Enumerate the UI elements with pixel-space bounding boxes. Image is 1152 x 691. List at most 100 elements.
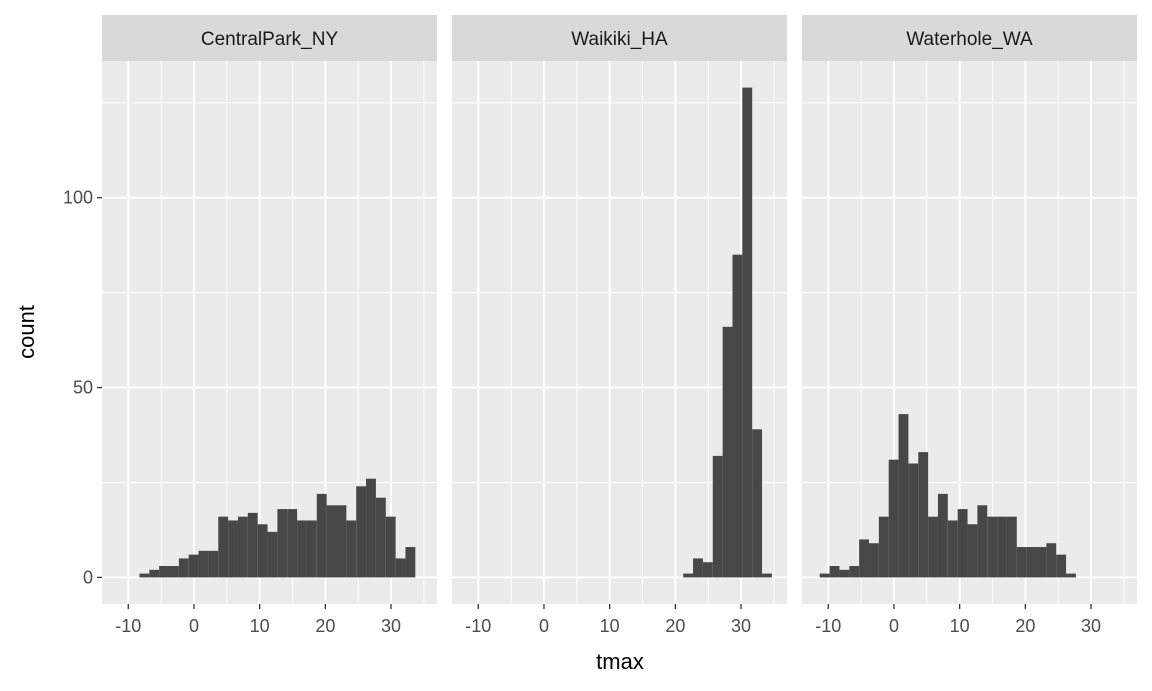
- histogram-bar: [898, 414, 909, 578]
- histogram-bar: [395, 558, 406, 578]
- histogram-bar: [937, 493, 948, 578]
- x-axis: -10 0 10 20 30: [115, 604, 401, 636]
- histogram-bar: [169, 566, 179, 578]
- histogram-bar: [967, 524, 978, 578]
- y-axis: 0 50 100: [63, 188, 102, 587]
- histogram-bar: [375, 497, 386, 578]
- histogram-bar: [336, 505, 347, 578]
- histogram-bar: [297, 520, 307, 578]
- x-tick-label: 10: [250, 616, 270, 636]
- histogram-bar: [159, 566, 169, 578]
- histogram-bar: [888, 459, 899, 578]
- x-tick-label: -10: [465, 616, 491, 636]
- histogram-bar: [346, 520, 357, 578]
- histogram-bar: [1046, 543, 1057, 578]
- x-axis: -10 0 10 20 30: [465, 604, 751, 636]
- facet-panel-Waikiki_HA: Waikiki_HA -10 0 10 20 30: [452, 15, 787, 636]
- histogram-bar: [267, 531, 278, 578]
- histogram-bar: [712, 455, 723, 578]
- histogram-bars: [139, 478, 416, 578]
- facet-strip-label: CentralPark_NY: [201, 29, 339, 50]
- x-tick-label: 30: [381, 616, 401, 636]
- histogram-bar: [839, 569, 850, 578]
- histogram-bar: [287, 509, 298, 578]
- histogram-bar: [683, 573, 694, 578]
- histogram-bar: [366, 478, 376, 578]
- y-tick-label: 0: [83, 567, 93, 587]
- histogram-bar: [693, 558, 703, 578]
- x-tick-label: 20: [665, 616, 685, 636]
- facet-strip: [802, 15, 1137, 61]
- histogram-bar: [819, 573, 830, 578]
- facet-strip-label: Waikiki_HA: [571, 29, 668, 50]
- histogram-bar: [878, 516, 889, 578]
- y-axis-title: count: [14, 305, 39, 359]
- histogram-bar: [752, 429, 763, 578]
- histogram-bar: [228, 520, 238, 578]
- histogram-bar: [247, 512, 258, 578]
- histogram-bar: [987, 516, 998, 578]
- histogram-bar: [947, 520, 958, 578]
- facet-strip: [452, 15, 787, 61]
- histogram-bar: [732, 254, 743, 578]
- histogram-bar: [1016, 547, 1027, 578]
- histogram-bar: [762, 573, 772, 578]
- x-axis-title: tmax: [596, 649, 644, 674]
- histogram-bar: [908, 463, 919, 578]
- histogram-bar: [149, 569, 160, 578]
- histogram-bar: [957, 509, 968, 578]
- x-tick-label: -10: [115, 616, 141, 636]
- histogram-bar: [316, 493, 327, 578]
- histogram-bar: [356, 486, 367, 578]
- facet-strip: [102, 15, 437, 61]
- x-axis: -10 0 10 20 30: [815, 604, 1101, 636]
- x-tick-label: -10: [815, 616, 841, 636]
- x-tick-label: 10: [600, 616, 620, 636]
- histogram-bar: [1006, 516, 1017, 578]
- histogram-bar: [257, 524, 268, 578]
- histogram-bar: [1026, 547, 1037, 578]
- histogram-bar: [139, 573, 150, 578]
- panel-background: [802, 61, 1137, 604]
- x-tick-label: 10: [950, 616, 970, 636]
- histogram-bar: [1066, 573, 1076, 578]
- x-tick-label: 20: [315, 616, 335, 636]
- x-tick-label: 0: [189, 616, 199, 636]
- facet-strip-label: Waterhole_WA: [906, 29, 1033, 50]
- x-tick-label: 30: [731, 616, 751, 636]
- histogram-bar: [928, 516, 938, 578]
- y-tick-label: 100: [63, 188, 93, 208]
- histogram-bar: [918, 452, 929, 578]
- histogram-bar: [742, 87, 753, 578]
- histogram-bar: [188, 554, 199, 578]
- histogram-bar: [208, 550, 219, 578]
- histogram-bar: [1036, 547, 1047, 578]
- histogram-bar: [277, 509, 288, 578]
- histogram-bar: [1056, 554, 1067, 578]
- histogram-bars: [683, 87, 772, 578]
- facet-panel-Waterhole_WA: Waterhole_WA -10 0 10 20 30: [802, 15, 1137, 636]
- histogram-bar: [178, 558, 189, 578]
- x-tick-label: 0: [539, 616, 549, 636]
- histogram-bar: [237, 516, 248, 578]
- histogram-bar: [859, 539, 869, 578]
- histogram-bar: [722, 326, 733, 578]
- histogram-bar: [218, 516, 229, 578]
- histogram-bar: [869, 543, 879, 578]
- x-tick-label: 0: [889, 616, 899, 636]
- histogram-bar: [849, 566, 860, 578]
- histogram-bar: [829, 566, 840, 578]
- histogram-bar: [306, 520, 317, 578]
- facet-panel-CentralPark_NY: CentralPark_NY -10 0 10 20 30: [102, 15, 437, 636]
- histogram-bars: [819, 414, 1076, 578]
- histogram-bar: [702, 562, 713, 578]
- histogram-bar: [405, 547, 416, 578]
- histogram-bar: [385, 516, 396, 578]
- histogram-bar: [977, 505, 988, 578]
- histogram-bar: [198, 550, 209, 578]
- y-tick-label: 50: [73, 378, 93, 398]
- histogram-bar: [326, 505, 337, 578]
- histogram-bar: [997, 516, 1007, 578]
- x-tick-label: 30: [1081, 616, 1101, 636]
